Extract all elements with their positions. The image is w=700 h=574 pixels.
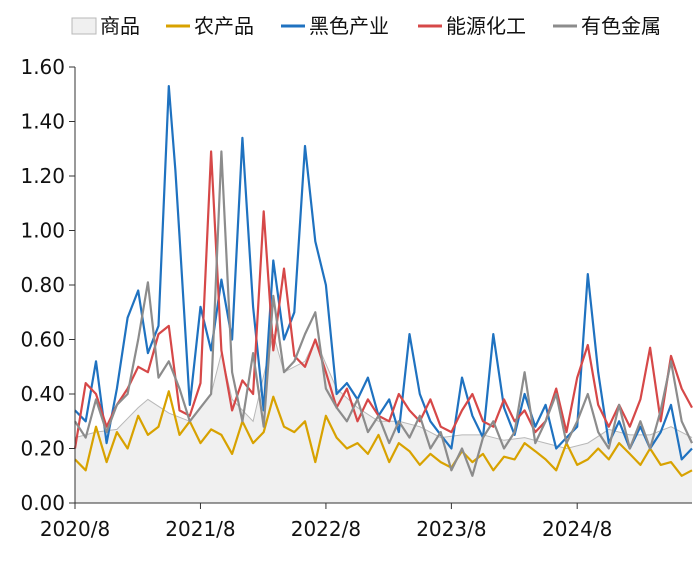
y-tick-label: 1.20 (20, 164, 65, 188)
x-tick-label: 2020/8 (40, 517, 110, 541)
legend-label-series-4: 有色金属 (581, 14, 661, 38)
y-tick-label: 0.40 (20, 382, 65, 406)
y-tick-label: 0.00 (20, 491, 65, 515)
series-0-area (75, 334, 692, 503)
series-2-line (74, 85, 693, 461)
x-tick-label: 2024/8 (542, 517, 612, 541)
y-tick-label: 0.20 (20, 437, 65, 461)
lines-layer (73, 85, 693, 477)
legend-label-series-3: 能源化工 (446, 14, 526, 38)
legend-label-series-2: 黑色产业 (309, 14, 389, 38)
y-tick-label: 1.60 (20, 55, 65, 79)
legend-label-series-0: 商品 (100, 14, 140, 38)
y-tick-label: 0.80 (20, 273, 65, 297)
x-tick-label: 2022/8 (291, 517, 361, 541)
y-tick-label: 1.00 (20, 219, 65, 243)
x-tick-label: 2021/8 (165, 517, 235, 541)
y-tick-label: 1.40 (20, 110, 65, 134)
legend: 商品 农产品 黑色产业 能源化工 有色金属 (71, 14, 661, 38)
legend-swatch-series-0 (71, 17, 97, 35)
series-3-line (73, 150, 693, 449)
x-tick-label: 2023/8 (416, 517, 486, 541)
y-tick-label: 0.60 (20, 328, 65, 352)
axes-layer: 0.00 0.20 0.40 0.60 0.80 1.00 1.20 1.40 1.60 2020… (20, 55, 692, 541)
legend-label-series-1: 农产品 (194, 14, 254, 38)
series-1-line (74, 390, 693, 477)
series-4-line (74, 150, 693, 477)
